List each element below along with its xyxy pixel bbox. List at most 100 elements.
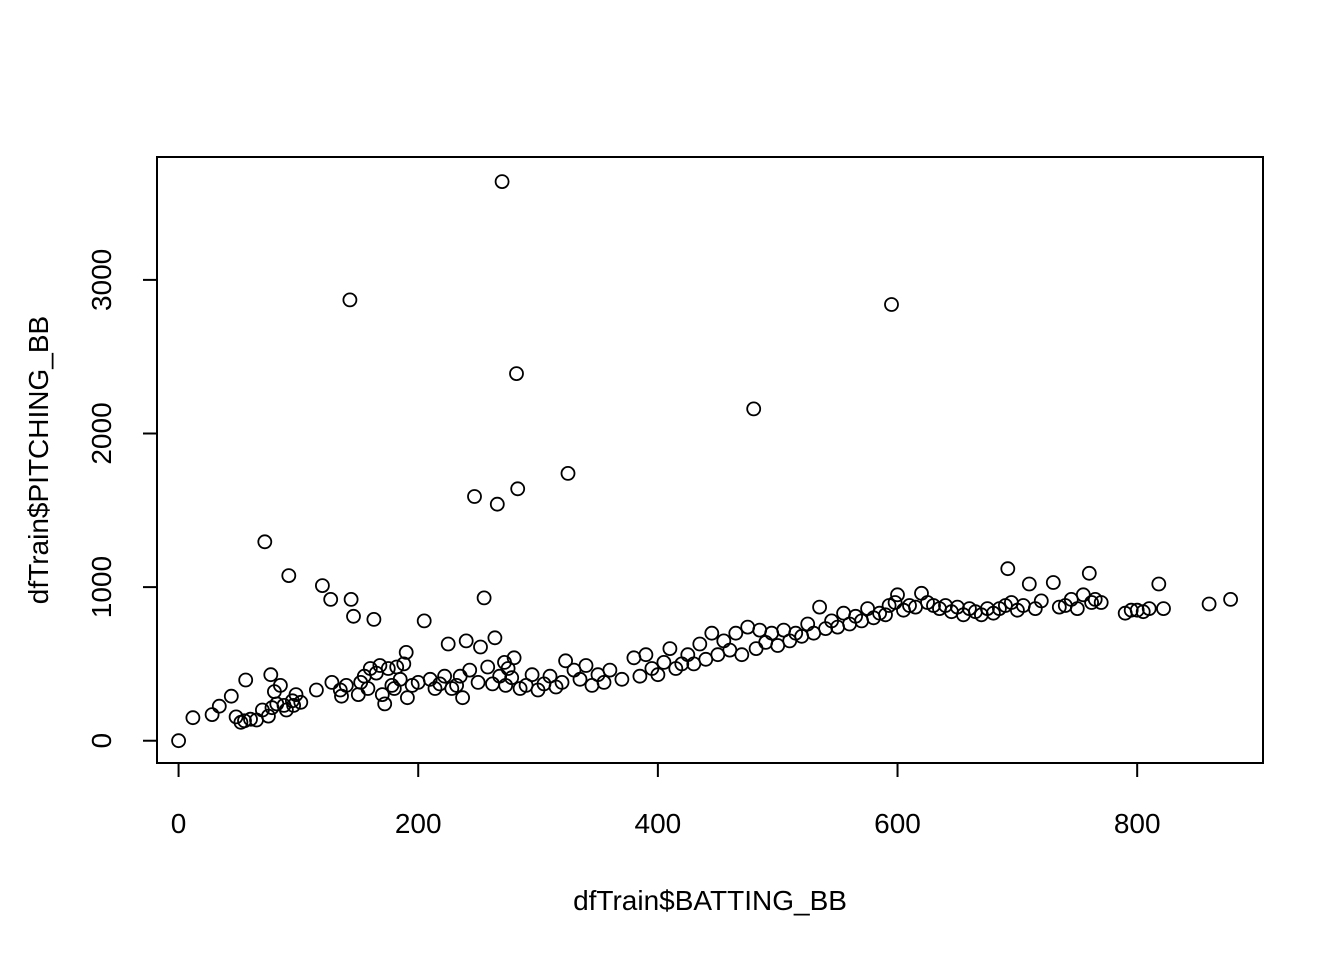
data-point — [360, 681, 376, 696]
data-point — [399, 690, 415, 706]
data-point — [1069, 601, 1085, 616]
data-point — [1051, 599, 1067, 615]
data-point — [504, 670, 520, 686]
data-point — [1021, 576, 1037, 592]
data-point — [554, 675, 570, 690]
data-point — [596, 675, 612, 690]
data-point — [650, 667, 666, 683]
data-point — [614, 671, 630, 687]
data-point — [185, 710, 201, 726]
data-point — [467, 489, 482, 504]
data-point — [462, 662, 478, 678]
data-point — [734, 647, 750, 663]
y-tick-label: 2000 — [86, 402, 117, 464]
data-point — [1141, 601, 1157, 616]
data-point — [372, 658, 388, 673]
data-point — [473, 639, 488, 655]
data-point — [524, 667, 540, 683]
data-point — [662, 641, 678, 656]
data-point — [572, 671, 588, 687]
data-point — [380, 661, 396, 676]
data-point — [455, 690, 471, 706]
data-point — [560, 465, 576, 481]
y-tick-label: 3000 — [86, 249, 117, 311]
data-point — [293, 694, 309, 710]
data-point — [632, 668, 648, 684]
x-axis: 0 200 400 600 800 — [171, 762, 1161, 839]
data-point — [263, 667, 279, 683]
data-point — [449, 678, 465, 693]
data-point — [692, 636, 708, 652]
data-point — [223, 688, 239, 704]
data-point — [872, 605, 887, 621]
data-point — [398, 645, 414, 660]
data-point — [1045, 575, 1061, 590]
y-tick-label: 1000 — [86, 556, 117, 618]
data-point — [578, 658, 594, 673]
x-tick-label: 400 — [635, 808, 682, 839]
data-point — [288, 687, 304, 702]
data-point — [602, 662, 618, 678]
data-point — [656, 655, 672, 670]
data-point — [238, 672, 254, 688]
data-point — [281, 568, 297, 583]
data-point — [1033, 593, 1049, 609]
data-point — [1223, 592, 1238, 607]
data-point — [476, 590, 492, 606]
data-point — [1000, 561, 1016, 577]
data-point — [314, 578, 330, 593]
data-point — [470, 675, 486, 690]
data-point — [374, 687, 390, 702]
data-point — [890, 587, 905, 603]
data-point — [558, 653, 573, 669]
data-point — [458, 633, 474, 649]
data-point — [204, 707, 220, 722]
data-point — [1081, 565, 1097, 581]
x-tick-label: 0 — [171, 808, 187, 839]
data-point — [1084, 595, 1099, 610]
data-point — [346, 608, 361, 624]
data-point — [902, 598, 917, 613]
data-point — [257, 534, 273, 550]
data-point — [884, 297, 899, 312]
data-point — [392, 671, 408, 687]
data-point — [272, 678, 288, 693]
data-point — [638, 647, 654, 663]
data-point — [427, 681, 443, 696]
data-point — [746, 401, 762, 417]
x-tick-label: 600 — [874, 808, 921, 839]
data-point — [887, 595, 903, 610]
data-point — [237, 713, 252, 729]
data-point — [377, 696, 393, 712]
data-point — [342, 292, 358, 308]
data-point — [704, 625, 720, 641]
data-point — [211, 698, 227, 714]
data-point — [506, 650, 522, 666]
data-point — [416, 613, 432, 629]
data-point — [343, 592, 359, 607]
data-point — [440, 636, 456, 652]
data-point — [1201, 596, 1217, 612]
data-point — [812, 599, 827, 615]
y-tick-label: 0 — [86, 733, 117, 749]
y-axis-label: dfTrain$PITCHING_BB — [23, 316, 54, 604]
x-tick-label: 800 — [1114, 808, 1161, 839]
data-point — [728, 625, 744, 641]
data-point — [1151, 576, 1167, 592]
data-point — [422, 671, 438, 687]
data-point — [509, 366, 524, 382]
data-point — [494, 174, 510, 190]
data-point — [878, 607, 893, 623]
data-point — [308, 682, 324, 698]
x-tick-label: 200 — [395, 808, 442, 839]
data-point — [324, 675, 340, 690]
data-point — [480, 659, 496, 675]
x-axis-label: dfTrain$BATTING_BB — [573, 885, 847, 916]
data-point — [171, 733, 187, 749]
data-point — [487, 630, 503, 646]
data-point — [323, 592, 339, 607]
y-axis: 0 1000 2000 3000 — [86, 249, 158, 749]
data-point — [286, 698, 302, 713]
data-point — [489, 496, 505, 512]
